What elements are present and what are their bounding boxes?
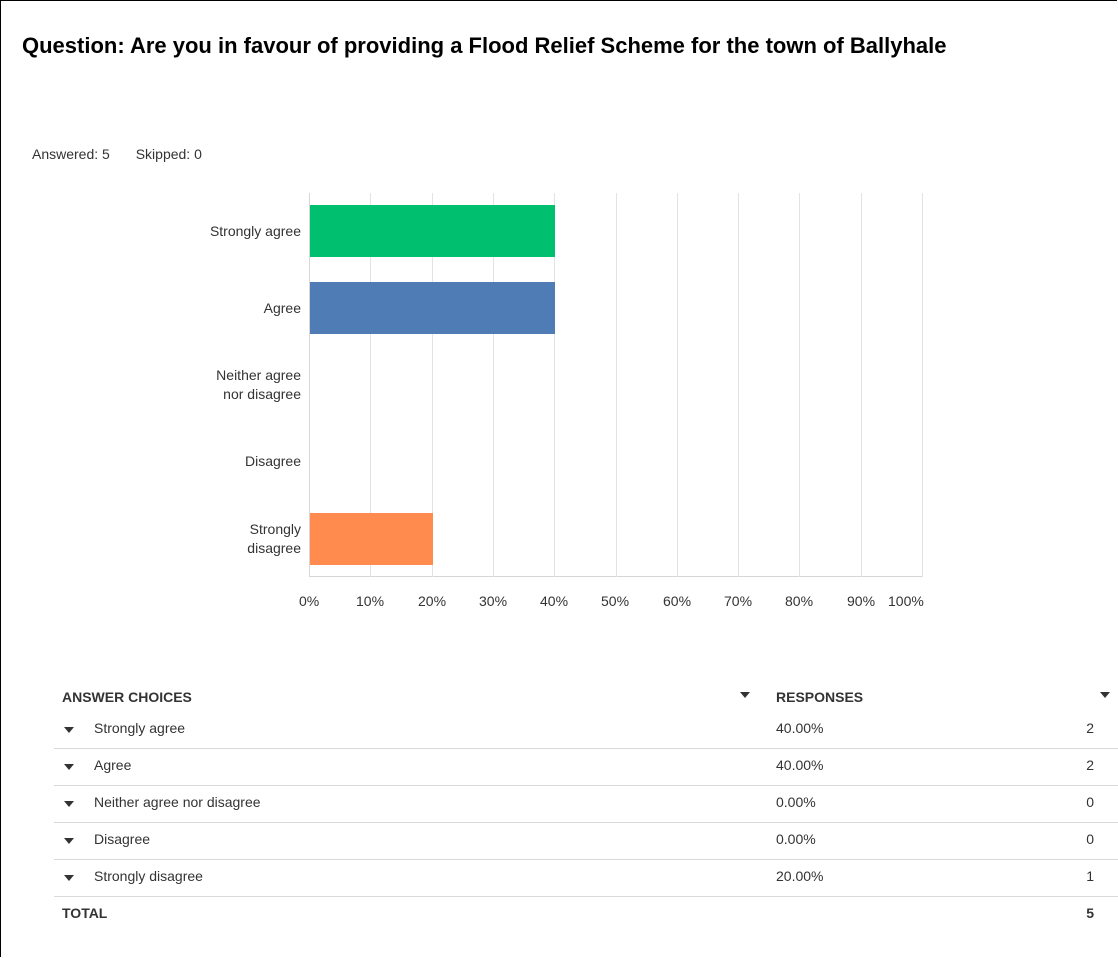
table-row[interactable]: Disagree 0.00% 0 xyxy=(54,823,1118,860)
expand-caret-icon[interactable] xyxy=(64,727,74,733)
answer-choice-label: Strongly disagree xyxy=(94,868,203,884)
gridline xyxy=(922,193,923,577)
x-tick-label: 70% xyxy=(724,593,753,609)
x-tick-label: 30% xyxy=(479,593,508,609)
x-tick-label: 20% xyxy=(418,593,447,609)
total-count: 5 xyxy=(1086,905,1094,921)
response-percent: 20.00% xyxy=(776,868,824,884)
gridline xyxy=(677,193,678,577)
table-row[interactable]: Agree 40.00% 2 xyxy=(54,749,1118,786)
answer-choices-header[interactable]: ANSWER CHOICES xyxy=(62,689,192,705)
x-tick-label: 10% xyxy=(356,593,385,609)
response-count: 1 xyxy=(1086,868,1094,884)
gridline xyxy=(861,193,862,577)
x-tick-label: 80% xyxy=(785,593,814,609)
gridline xyxy=(370,193,371,577)
y-axis-line xyxy=(309,193,310,577)
gridline xyxy=(432,193,433,577)
expand-caret-icon[interactable] xyxy=(64,838,74,844)
response-count: 2 xyxy=(1086,757,1094,773)
response-percent: 40.00% xyxy=(776,720,824,736)
answer-choice-label: Agree xyxy=(94,757,132,773)
bar[interactable] xyxy=(310,282,555,334)
expand-caret-icon[interactable] xyxy=(64,875,74,881)
response-count: 0 xyxy=(1086,831,1094,847)
bar[interactable] xyxy=(310,513,433,565)
response-percent: 40.00% xyxy=(776,757,824,773)
answer-choice-label: Strongly agree xyxy=(94,720,186,736)
gridline xyxy=(799,193,800,577)
category-label: Strongly agree xyxy=(209,223,301,239)
responses-header[interactable]: RESPONSES xyxy=(776,689,864,705)
response-stats: Answered: 5 Skipped: 0 xyxy=(32,146,224,162)
x-tick-label: 60% xyxy=(663,593,692,609)
table-row[interactable]: Strongly disagree 20.00% 1 xyxy=(54,860,1118,897)
sort-responses-icon[interactable] xyxy=(1100,692,1110,698)
response-percent: 0.00% xyxy=(776,794,816,810)
x-tick-label: 100% xyxy=(888,593,924,609)
table-row[interactable]: Neither agree nor disagree 0.00% 0 xyxy=(54,786,1118,823)
answered-count: Answered: 5 xyxy=(32,146,110,162)
response-count: 0 xyxy=(1086,794,1094,810)
bar[interactable] xyxy=(310,205,555,257)
response-percent: 0.00% xyxy=(776,831,816,847)
expand-caret-icon[interactable] xyxy=(64,764,74,770)
category-label: Disagree xyxy=(244,453,301,469)
category-label: Agree xyxy=(263,300,301,316)
answer-choice-label: Neither agree nor disagree xyxy=(94,794,261,810)
gridline xyxy=(554,193,555,577)
answer-choice-label: Disagree xyxy=(94,831,151,847)
table-row[interactable]: Strongly agree 40.00% 2 xyxy=(54,712,1118,749)
question-title: Question: Are you in favour of providing… xyxy=(22,33,947,58)
sort-answer-choices-icon[interactable] xyxy=(740,692,750,698)
category-label: Strongly disagree xyxy=(247,521,301,556)
x-axis-line xyxy=(309,576,922,577)
total-label: TOTAL xyxy=(62,905,108,921)
total-row: TOTAL 5 xyxy=(54,897,1118,933)
x-tick-label: 0% xyxy=(299,593,320,609)
response-count: 2 xyxy=(1086,720,1094,736)
category-label: Neither agree nor disagree xyxy=(216,367,301,402)
x-tick-label: 90% xyxy=(847,593,876,609)
x-tick-label: 40% xyxy=(540,593,569,609)
x-tick-label: 50% xyxy=(601,593,630,609)
gridline xyxy=(493,193,494,577)
gridline xyxy=(738,193,739,577)
table-header: ANSWER CHOICES RESPONSES xyxy=(54,680,1118,712)
expand-caret-icon[interactable] xyxy=(64,801,74,807)
skipped-count: Skipped: 0 xyxy=(135,146,202,162)
gridline xyxy=(616,193,617,577)
